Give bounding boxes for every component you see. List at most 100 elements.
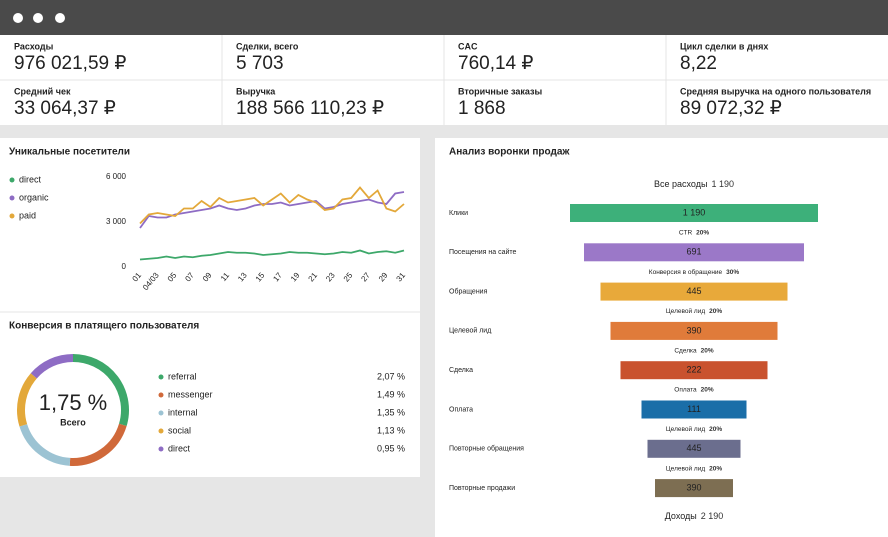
- funnel-step-label: Оплата: [674, 386, 697, 393]
- stage-label: Посещения на сайте: [449, 248, 517, 256]
- legend-swatch: [9, 177, 15, 183]
- funnel-total: Все расходы 1 190: [654, 179, 734, 189]
- kpi-value: 1 868: [458, 98, 506, 119]
- stage-label: Целевой лид: [449, 327, 491, 335]
- stage-value: 222: [686, 365, 701, 375]
- stage-value: 390: [686, 325, 701, 335]
- kpi-label: Сделки, всего: [236, 41, 299, 51]
- funnel-step: Конверсия в обращение 30%: [649, 268, 740, 276]
- funnel-step-label: Целевой лид: [666, 464, 705, 472]
- window-bar: [0, 0, 888, 35]
- legend-value: 1,49 %: [377, 389, 405, 399]
- funnel-total-value: 1 190: [711, 179, 734, 189]
- stage-label: Повторные продажи: [449, 485, 515, 492]
- funnel-step-label: Целевой лид: [666, 307, 705, 315]
- funnel-step: CTR 20%: [679, 229, 710, 236]
- funnel-bar: [570, 204, 818, 222]
- legend-label: direct: [168, 443, 191, 453]
- legend-value: 0,95 %: [377, 443, 405, 453]
- kpi-label: Цикл сделки в днях: [680, 41, 768, 51]
- series-line: [139, 186, 405, 225]
- stage-value: 691: [686, 247, 701, 257]
- y-tick-label: 3 000: [106, 217, 127, 226]
- funnel-bar: [600, 282, 788, 301]
- funnel-step-value: 20%: [696, 229, 709, 236]
- stage-label: Оплата: [449, 406, 473, 413]
- stage-label: Обращения: [449, 287, 488, 295]
- funnel-step: Целевой лид 20%: [666, 425, 722, 433]
- left-panel: [0, 138, 420, 477]
- funnel-step: Целевой лид 20%: [666, 464, 722, 472]
- window-dot: [13, 13, 23, 23]
- funnel-bar: [641, 400, 747, 419]
- visitors-title: Уникальные посетители: [9, 147, 130, 158]
- series-line: [139, 191, 405, 229]
- stage-value: 1 190: [683, 207, 706, 217]
- kpi-label: Средний чек: [14, 86, 71, 96]
- stage-label: Клики: [449, 210, 468, 217]
- kpi-value: 5 703: [236, 53, 284, 74]
- legend-swatch: [158, 374, 164, 380]
- kpi-label: Вторичные заказы: [458, 86, 543, 96]
- legend-swatch: [9, 195, 15, 201]
- kpi-value: 8,22: [680, 53, 717, 74]
- stage-value: 111: [687, 404, 701, 414]
- kpi-value: 33 064,37 ₽: [14, 98, 116, 119]
- stage-value: 445: [686, 286, 701, 296]
- legend-swatch: [158, 410, 164, 416]
- funnel-step-label: CTR: [679, 229, 693, 236]
- funnel-income-label: Доходы: [665, 511, 697, 521]
- funnel-step: Оплата 20%: [674, 386, 714, 393]
- donut-center-value: 1,75 %: [39, 390, 108, 415]
- funnel-bar: [610, 321, 778, 340]
- funnel-total-label: Все расходы: [654, 179, 707, 189]
- kpi-label: Выручка: [236, 86, 276, 96]
- funnel-step-value: 20%: [709, 426, 722, 433]
- kpi-value: 976 021,59 ₽: [14, 53, 126, 74]
- funnel-step-value: 30%: [726, 269, 739, 276]
- funnel-step: Сделка 20%: [674, 347, 714, 354]
- funnel-step-value: 20%: [709, 308, 722, 315]
- donut-center-label: Всего: [60, 417, 86, 427]
- donut-segment: [30, 354, 74, 379]
- stage-value: 390: [686, 482, 701, 492]
- y-tick-label: 0: [122, 262, 127, 271]
- legend-swatch: [158, 392, 164, 398]
- legend-label: referral: [168, 371, 197, 381]
- legend-swatch: [158, 428, 164, 434]
- legend-label: internal: [168, 407, 198, 417]
- funnel-step: Целевой лид 20%: [666, 307, 722, 315]
- funnel-title: Анализ воронки продаж: [449, 147, 570, 158]
- stage-value: 445: [686, 443, 701, 453]
- donut-segment: [69, 423, 127, 466]
- legend-value: 1,13 %: [377, 425, 405, 435]
- donut-segment: [17, 373, 37, 427]
- window-dot: [33, 13, 43, 23]
- funnel-step-label: Целевой лид: [666, 425, 705, 433]
- stage-label: Сделка: [449, 367, 473, 374]
- conversion-title: Конверсия в платящего пользователя: [9, 321, 199, 332]
- funnel-step-label: Конверсия в обращение: [649, 268, 723, 276]
- y-tick-label: 6 000: [106, 172, 127, 181]
- legend-label: direct: [19, 174, 42, 184]
- kpi-value: 188 566 110,23 ₽: [236, 98, 384, 119]
- funnel-income-value: 2 190: [701, 511, 724, 521]
- legend-swatch: [9, 213, 15, 219]
- kpi-label: Расходы: [14, 41, 54, 51]
- kpi-value: 760,14 ₽: [458, 53, 533, 74]
- legend-value: 1,35 %: [377, 407, 405, 417]
- legend-label: social: [168, 425, 191, 435]
- legend-label: messenger: [168, 389, 213, 399]
- funnel-step-value: 20%: [701, 386, 714, 393]
- legend-label: paid: [19, 210, 36, 220]
- funnel-step-label: Сделка: [674, 347, 697, 354]
- window-dot: [55, 13, 65, 23]
- legend-value: 2,07 %: [377, 371, 405, 381]
- funnel-bar: [647, 439, 741, 458]
- donut-segment: [19, 423, 71, 466]
- legend-label: organic: [19, 192, 49, 202]
- funnel-bar: [655, 479, 733, 498]
- kpi-label: Средняя выручка на одного пользователя: [680, 86, 871, 96]
- legend-swatch: [158, 446, 164, 452]
